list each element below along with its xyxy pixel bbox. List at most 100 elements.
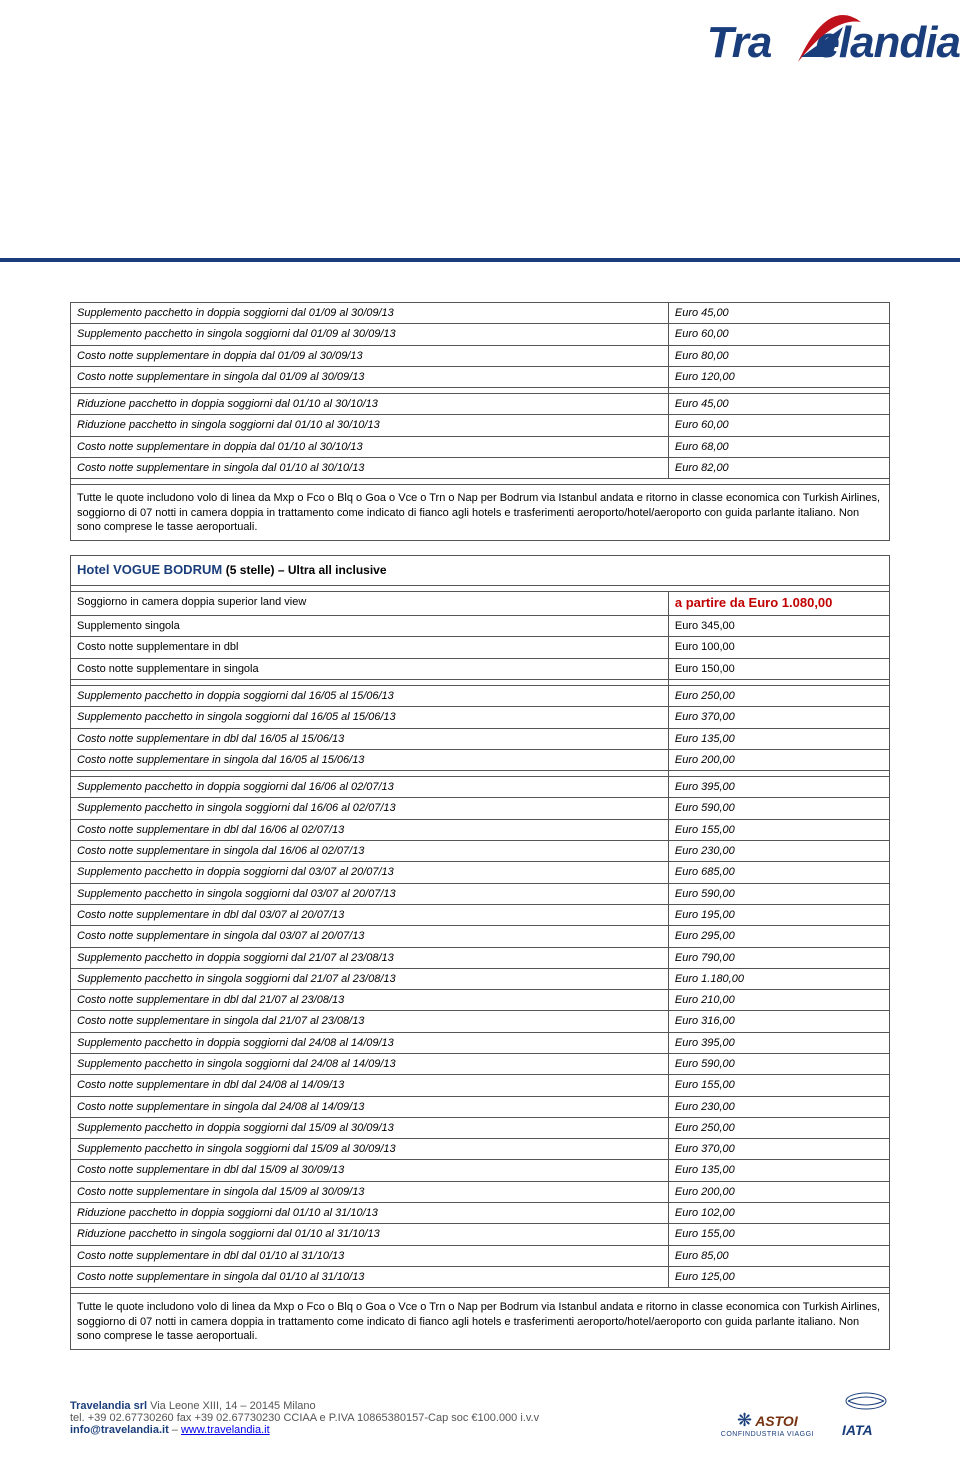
price-row: Costo notte supplementare in singola dal… [71, 1266, 890, 1287]
price-label: Supplemento pacchetto in singola soggior… [71, 1053, 669, 1074]
price-value: Euro 685,00 [668, 862, 889, 883]
price-value: Euro 125,00 [668, 1266, 889, 1287]
price-value: Euro 85,00 [668, 1245, 889, 1266]
price-label: Costo notte supplementare in singola dal… [71, 1096, 669, 1117]
price-row: Riduzione pacchetto in singola soggiorni… [71, 1224, 890, 1245]
price-row: Costo notte supplementare in dbl dal 24/… [71, 1075, 890, 1096]
footer-url-link[interactable]: www.travelandia.it [181, 1424, 270, 1436]
price-value: Euro 45,00 [668, 303, 889, 324]
price-row: Supplemento singolaEuro 345,00 [71, 616, 890, 637]
price-value: Euro 590,00 [668, 883, 889, 904]
pricing-block-2: Hotel VOGUE BODRUM (5 stelle) – Ultra al… [70, 555, 890, 1350]
price-value: Euro 395,00 [668, 1032, 889, 1053]
price-row: Supplemento pacchetto in singola soggior… [71, 968, 890, 989]
price-value: Euro 230,00 [668, 841, 889, 862]
price-label: Costo notte supplementare in dbl dal 03/… [71, 904, 669, 925]
price-row: Supplemento pacchetto in singola soggior… [71, 883, 890, 904]
price-value: Euro 1.180,00 [668, 968, 889, 989]
price-label: Costo notte supplementare in dbl dal 24/… [71, 1075, 669, 1096]
hotel-subtitle: (5 stelle) – Ultra all inclusive [226, 563, 387, 577]
page-content: Supplemento pacchetto in doppia soggiorn… [0, 302, 960, 1466]
price-label: Soggiorno in camera doppia superior land… [71, 592, 669, 616]
footer-company: Travelandia srl [70, 1400, 147, 1412]
header-divider [0, 258, 960, 262]
price-value: Euro 250,00 [668, 685, 889, 706]
price-label: Costo notte supplementare in dbl dal 15/… [71, 1160, 669, 1181]
price-value: Euro 200,00 [668, 749, 889, 770]
price-row: Costo notte supplementare in dbl dal 16/… [71, 728, 890, 749]
price-label: Costo notte supplementare in dbl dal 01/… [71, 1245, 669, 1266]
footer-address: Via Leone XIII, 14 – 20145 Milano [147, 1400, 316, 1412]
price-value: Euro 45,00 [668, 394, 889, 415]
price-row: Supplemento pacchetto in doppia soggiorn… [71, 947, 890, 968]
price-row: Supplemento pacchetto in doppia soggiorn… [71, 303, 890, 324]
price-row: Costo notte supplementare in singola dal… [71, 926, 890, 947]
price-label: Supplemento pacchetto in doppia soggiorn… [71, 1032, 669, 1053]
price-label: Costo notte supplementare in dbl [71, 637, 669, 658]
price-label: Supplemento pacchetto in singola soggior… [71, 968, 669, 989]
price-row: Costo notte supplementare in dbl dal 03/… [71, 904, 890, 925]
price-label: Costo notte supplementare in singola dal… [71, 1266, 669, 1287]
price-row: Supplemento pacchetto in doppia soggiorn… [71, 777, 890, 798]
price-value: Euro 250,00 [668, 1117, 889, 1138]
price-value: Euro 790,00 [668, 947, 889, 968]
astoi-logo: ❋ ASTOI CONFINDUSTRIA VIAGGI [721, 1410, 814, 1438]
price-row: Costo notte supplementare in singola dal… [71, 1181, 890, 1202]
price-row: Riduzione pacchetto in singola soggiorni… [71, 415, 890, 436]
price-label: Costo notte supplementare in dbl dal 16/… [71, 728, 669, 749]
price-label: Costo notte supplementare in singola dal… [71, 749, 669, 770]
price-label: Supplemento pacchetto in doppia soggiorn… [71, 685, 669, 706]
price-row: Costo notte supplementare in doppia dal … [71, 345, 890, 366]
price-row: Costo notte supplementare in singola dal… [71, 749, 890, 770]
price-row: Supplemento pacchetto in doppia soggiorn… [71, 685, 890, 706]
price-value: Euro 155,00 [668, 1075, 889, 1096]
price-label: Supplemento pacchetto in doppia soggiorn… [71, 777, 669, 798]
price-label: Supplemento pacchetto in singola soggior… [71, 883, 669, 904]
price-value: Euro 68,00 [668, 436, 889, 457]
price-label: Costo notte supplementare in doppia dal … [71, 345, 669, 366]
travelandia-logo: Traelandia [707, 18, 960, 68]
price-label: Costo notte supplementare in singola dal… [71, 1011, 669, 1032]
price-row: Costo notte supplementare in dblEuro 100… [71, 637, 890, 658]
price-row: Supplemento pacchetto in singola soggior… [71, 707, 890, 728]
price-value: Euro 200,00 [668, 1181, 889, 1202]
price-value: Euro 370,00 [668, 1139, 889, 1160]
price-label: Costo notte supplementare in dbl dal 21/… [71, 990, 669, 1011]
price-row: Costo notte supplementare in singola dal… [71, 1096, 890, 1117]
price-value: Euro 102,00 [668, 1203, 889, 1224]
price-label: Costo notte supplementare in singola dal… [71, 458, 669, 479]
price-row: Soggiorno in camera doppia superior land… [71, 592, 890, 616]
price-label: Supplemento pacchetto in singola soggior… [71, 1139, 669, 1160]
price-label: Supplemento pacchetto in doppia soggiorn… [71, 862, 669, 883]
page-footer: Travelandia srl Via Leone XIII, 14 – 201… [70, 1400, 890, 1436]
price-row: Costo notte supplementare in dbl dal 15/… [71, 1160, 890, 1181]
price-value: Euro 100,00 [668, 637, 889, 658]
price-label: Supplemento pacchetto in doppia soggiorn… [71, 1117, 669, 1138]
price-value: Euro 230,00 [668, 1096, 889, 1117]
price-value: Euro 590,00 [668, 798, 889, 819]
price-value: Euro 60,00 [668, 324, 889, 345]
price-label: Costo notte supplementare in singola dal… [71, 926, 669, 947]
price-value: Euro 82,00 [668, 458, 889, 479]
price-value: Euro 210,00 [668, 990, 889, 1011]
price-row: Supplemento pacchetto in singola soggior… [71, 798, 890, 819]
price-label: Supplemento pacchetto in doppia soggiorn… [71, 303, 669, 324]
price-label: Costo notte supplementare in doppia dal … [71, 436, 669, 457]
price-row: Costo notte supplementare in dbl dal 01/… [71, 1245, 890, 1266]
price-row: Costo notte supplementare in singola dal… [71, 366, 890, 387]
price-label: Riduzione pacchetto in singola soggiorni… [71, 1224, 669, 1245]
price-label: Supplemento singola [71, 616, 669, 637]
price-row: Costo notte supplementare in dbl dal 16/… [71, 819, 890, 840]
price-row: Costo notte supplementare in singolaEuro… [71, 658, 890, 679]
price-row: Riduzione pacchetto in doppia soggiorni … [71, 1203, 890, 1224]
pricing-block-1: Supplemento pacchetto in doppia soggiorn… [70, 302, 890, 541]
price-row: Supplemento pacchetto in singola soggior… [71, 324, 890, 345]
iata-logo: IATA [842, 1391, 890, 1438]
price-value: Euro 60,00 [668, 415, 889, 436]
price-label: Supplemento pacchetto in singola soggior… [71, 798, 669, 819]
price-row: Supplemento pacchetto in singola soggior… [71, 1139, 890, 1160]
price-value: Euro 395,00 [668, 777, 889, 798]
block2-note: Tutte le quote includono volo di linea d… [71, 1294, 890, 1350]
price-value: Euro 345,00 [668, 616, 889, 637]
price-row: Supplemento pacchetto in singola soggior… [71, 1053, 890, 1074]
